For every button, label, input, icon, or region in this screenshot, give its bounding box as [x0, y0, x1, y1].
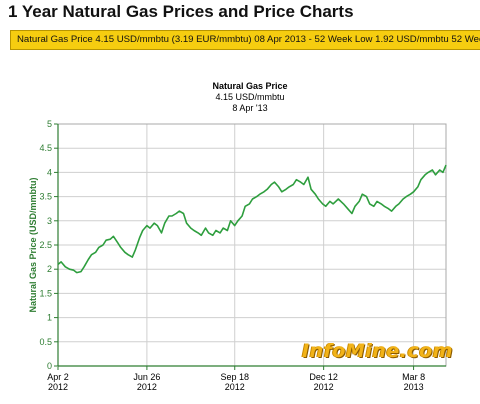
chart-subtitle-price: 4.15 USD/mmbtu: [215, 92, 285, 102]
price-line-series: [57, 164, 447, 274]
x-tick-label-year: 2012: [225, 382, 245, 392]
y-tick-label: 3: [47, 216, 52, 226]
y-tick-label: 0: [47, 361, 52, 371]
x-tick-label: Mar 8: [402, 372, 425, 382]
y-tick-label: 2: [47, 264, 52, 274]
price-line: [57, 164, 447, 274]
chart-title: Natural Gas Price: [212, 81, 288, 91]
infomine-watermark-logo: InfoMine.com: [302, 340, 454, 362]
x-tick-label-year: 2012: [314, 382, 334, 392]
page-title: 1 Year Natural Gas Prices and Price Char…: [8, 2, 354, 21]
y-tick-label: 2.5: [39, 240, 52, 250]
x-tick-label-year: 2012: [48, 382, 68, 392]
chart-subtitle-date: 8 Apr '13: [232, 103, 268, 113]
x-tick-label-year: 2012: [137, 382, 157, 392]
y-tick-label: 1: [47, 313, 52, 323]
gridlines: [57, 123, 446, 367]
y-tick-label: 4.5: [39, 143, 52, 153]
axes: [54, 123, 447, 370]
x-tick-label: Dec 12: [309, 372, 338, 382]
y-tick-label: 1.5: [39, 288, 52, 298]
price-ticker-bar: Natural Gas Price 4.15 USD/mmbtu (3.19 E…: [10, 30, 480, 50]
x-tick-label: Apr 2: [47, 372, 69, 382]
y-tick-label: 0.5: [39, 337, 52, 347]
x-tick-label: Jun 26: [133, 372, 160, 382]
x-tick-label: Sep 18: [220, 372, 249, 382]
y-tick-label: 5: [47, 119, 52, 129]
y-tick-label: 4: [47, 167, 52, 177]
x-tick-label-year: 2013: [404, 382, 424, 392]
y-tick-label: 3.5: [39, 192, 52, 202]
y-axis-title: Natural Gas Price (USD/mmbtu): [28, 177, 38, 312]
